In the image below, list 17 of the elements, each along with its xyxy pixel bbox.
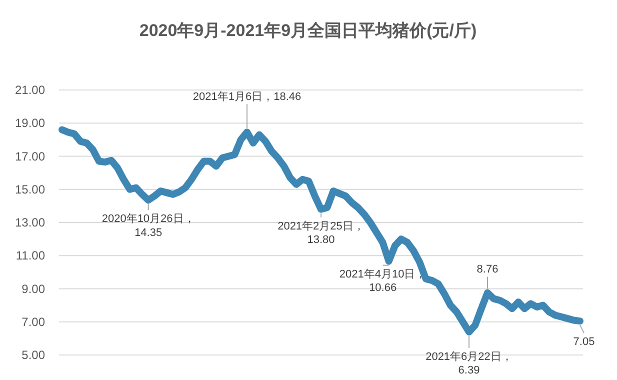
annotation: 8.76 [476, 264, 498, 276]
y-tick-label: 7.00 [22, 314, 46, 329]
annotation: 2020年10月26日， 14.35 [102, 213, 195, 239]
annotation: 2021年2月25日， 13.80 [278, 220, 364, 246]
y-tick-label: 15.00 [14, 182, 46, 196]
annotation: 2021年4月10日， 10.66 [339, 268, 426, 294]
y-tick-label: 21.00 [14, 83, 46, 97]
y-tick-label: 5.00 [22, 348, 46, 362]
annotation: 2021年1月6日，18.46 [192, 91, 302, 104]
y-tick-label: 19.00 [14, 116, 46, 130]
y-tick-label: 11.00 [16, 248, 46, 263]
y-tick-label: 9.00 [22, 282, 46, 296]
y-tick-label: 13.00 [14, 216, 46, 230]
annotation: 2021年6月22日， 6.39 [426, 350, 512, 377]
y-tick-label: 17.00 [14, 149, 46, 164]
chart-title: 2020年9月-2021年9月全国日平均猪价(元/斤) [139, 21, 477, 40]
annotation: 7.05 [573, 336, 595, 348]
